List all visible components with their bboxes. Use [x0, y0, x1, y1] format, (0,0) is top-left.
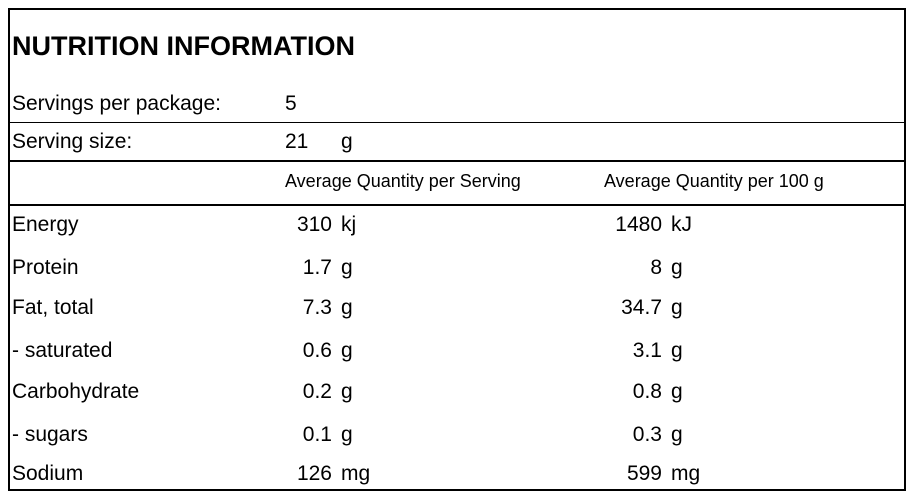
per100-value: 0.3	[632, 423, 662, 446]
serving-unit: g	[341, 339, 353, 362]
per100-value: 599	[626, 462, 662, 485]
nutrition-panel: NUTRITION INFORMATION Servings per packa…	[8, 8, 906, 491]
nutrient-name: Protein	[12, 256, 79, 279]
per100-value: 8	[650, 256, 662, 279]
nutrient-name: - sugars	[12, 423, 88, 446]
per100-unit: g	[671, 380, 683, 403]
nutrient-name: Sodium	[12, 462, 84, 485]
column-header-per-100g: Average Quantity per 100 g	[604, 171, 824, 191]
serving-unit: g	[341, 296, 353, 319]
servings-value: 5	[285, 92, 297, 115]
per100-value: 0.8	[632, 380, 662, 403]
column-header-per-serving: Average Quantity per Serving	[285, 171, 521, 191]
per100-unit: g	[671, 296, 683, 319]
serving-size-value: 21	[285, 130, 309, 153]
serving-size-unit: g	[341, 130, 353, 153]
divider	[10, 204, 904, 206]
per100-unit: g	[671, 256, 683, 279]
per100-unit: g	[671, 423, 683, 446]
serving-unit: g	[341, 256, 353, 279]
serving-value: 0.6	[302, 339, 332, 362]
serving-value: 0.1	[302, 423, 332, 446]
serving-unit: mg	[341, 462, 371, 485]
per100-unit: kJ	[671, 213, 692, 236]
per100-value: 34.7	[621, 296, 662, 319]
serving-value: 7.3	[302, 296, 332, 319]
panel-title: NUTRITION INFORMATION	[12, 31, 355, 61]
serving-unit: g	[341, 380, 353, 403]
divider	[10, 160, 904, 162]
per100-unit: mg	[671, 462, 701, 485]
serving-value: 1.7	[302, 256, 332, 279]
serving-value: 310	[296, 213, 332, 236]
serving-value: 126	[296, 462, 332, 485]
divider	[10, 122, 904, 123]
nutrient-name: - saturated	[12, 339, 113, 362]
per100-value: 1480	[615, 213, 662, 236]
serving-size-label: Serving size:	[12, 130, 133, 153]
servings-label: Servings per package:	[12, 92, 221, 115]
nutrient-name: Energy	[12, 213, 79, 236]
serving-unit: g	[341, 423, 353, 446]
per100-unit: g	[671, 339, 683, 362]
serving-value: 0.2	[302, 380, 332, 403]
serving-unit: kj	[341, 213, 357, 236]
nutrient-name: Carbohydrate	[12, 380, 140, 403]
nutrient-name: Fat, total	[12, 296, 94, 319]
per100-value: 3.1	[632, 339, 662, 362]
